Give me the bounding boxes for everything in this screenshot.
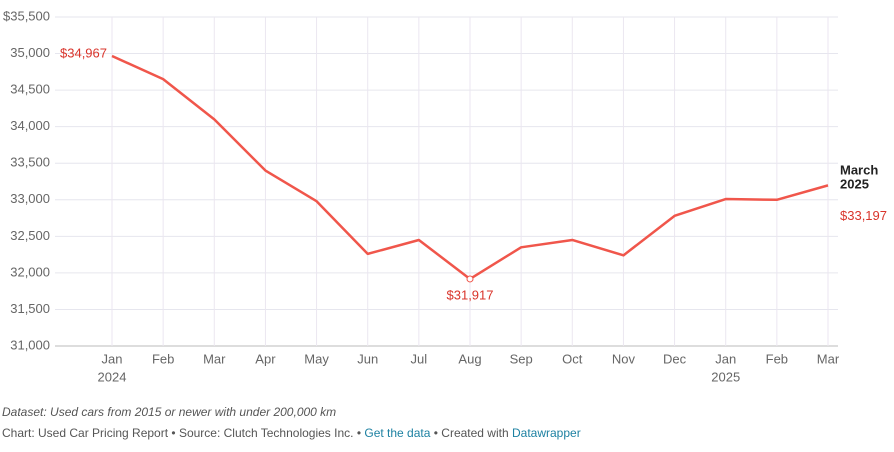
y-tick-label: 31,500: [10, 301, 50, 316]
datawrapper-link[interactable]: Datawrapper: [512, 426, 581, 440]
chart-credit: Chart: Used Car Pricing Report: [2, 426, 169, 440]
x-tick-label: Mar: [203, 351, 226, 366]
y-tick-label: 32,000: [10, 264, 50, 279]
x-year-label: 2025: [711, 369, 740, 384]
value-label: $33,197: [840, 208, 887, 223]
x-tick-label: May: [304, 351, 329, 366]
y-tick-label: $35,500: [3, 8, 50, 23]
y-tick-label: 31,000: [10, 337, 50, 352]
x-tick-label: Feb: [766, 351, 788, 366]
created-with: Created with: [441, 426, 508, 440]
x-tick-label: Sep: [510, 351, 533, 366]
x-tick-label: Aug: [458, 351, 481, 366]
y-tick-label: 35,000: [10, 45, 50, 60]
x-tick-label: Oct: [562, 351, 583, 366]
end-label: March 2025: [840, 163, 878, 192]
y-tick-label: 34,500: [10, 82, 50, 97]
y-tick-label: 33,500: [10, 155, 50, 170]
y-tick-label: 34,000: [10, 118, 50, 133]
get-data-link[interactable]: Get the data: [364, 426, 430, 440]
x-tick-label: Feb: [152, 351, 174, 366]
x-tick-label: Apr: [255, 351, 276, 366]
x-year-label: 2024: [98, 369, 127, 384]
x-tick-label: Dec: [663, 351, 687, 366]
x-tick-label: Jan: [715, 351, 736, 366]
y-tick-label: 33,000: [10, 191, 50, 206]
footer-line: Chart: Used Car Pricing Report • Source:…: [2, 426, 581, 440]
x-tick-label: Jul: [411, 351, 428, 366]
x-tick-label: Jan: [102, 351, 123, 366]
y-tick-label: 32,500: [10, 228, 50, 243]
source: Source: Clutch Technologies Inc.: [179, 426, 354, 440]
value-label: $31,917: [447, 287, 494, 302]
dataset-note: Dataset: Used cars from 2015 or newer wi…: [2, 405, 336, 419]
value-label: $34,967: [60, 45, 107, 60]
point: [466, 275, 474, 283]
x-tick-label: Mar: [817, 351, 840, 366]
x-tick-label: Nov: [612, 351, 636, 366]
x-tick-label: Jun: [357, 351, 378, 366]
